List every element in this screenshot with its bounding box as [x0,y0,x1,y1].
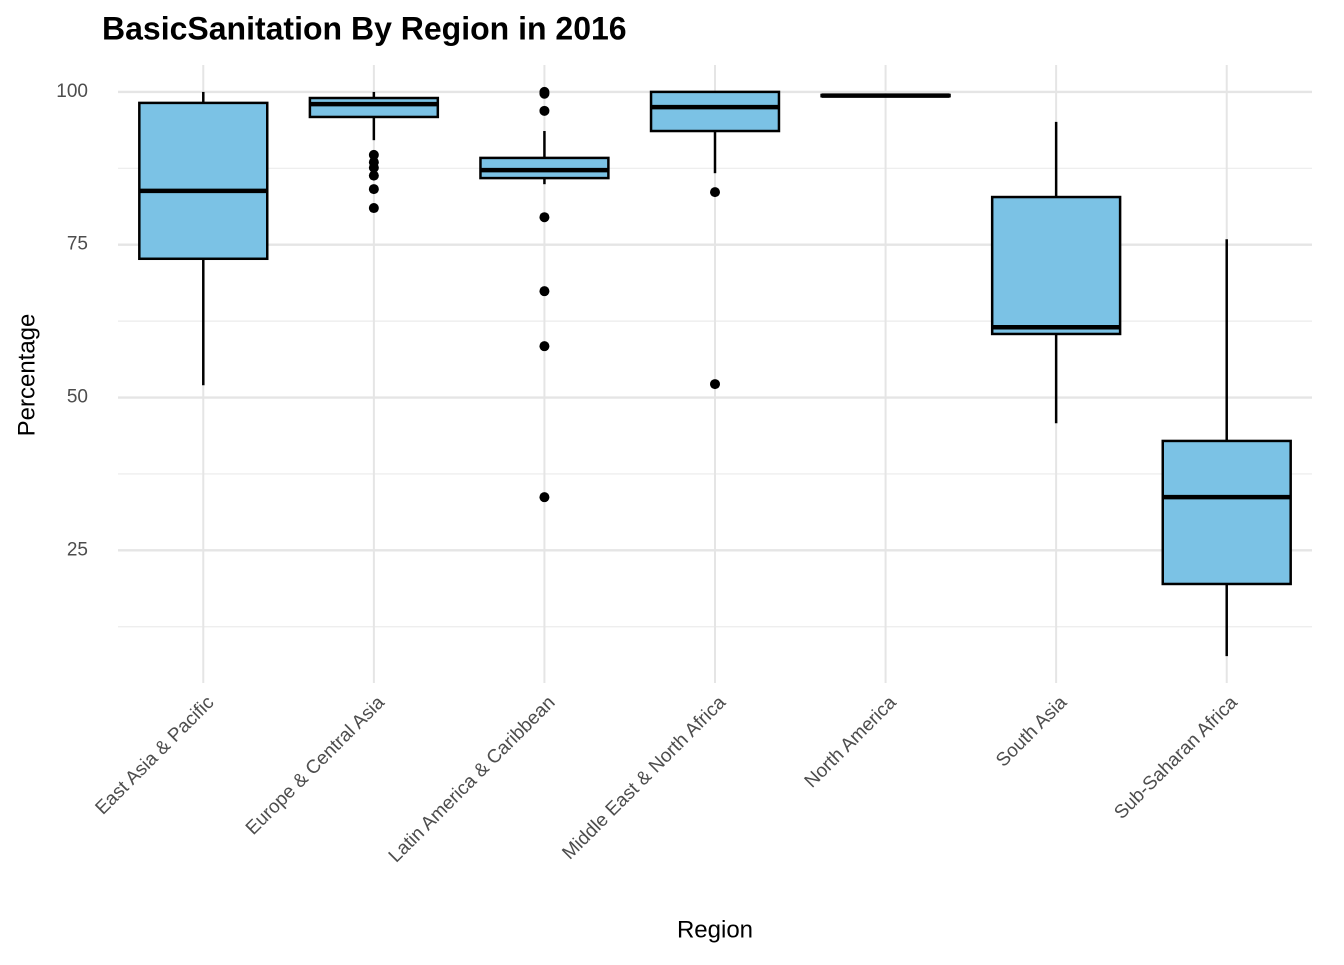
outlier [710,187,720,198]
outlier [710,379,720,390]
box [990,195,1122,336]
x-tick-label: South Asia [992,692,1071,771]
x-tick-label: North America [801,692,901,792]
x-axis-label: Region [677,916,753,943]
x-tick-label: Europe & Central Asia [242,692,389,839]
outlier [368,162,379,173]
outlier [539,286,550,297]
x-tick-label: Sub-Saharan Africa [1110,692,1242,824]
outlier [539,492,550,503]
outlier [368,203,379,214]
outlier [368,170,379,181]
chart-title: BasicSanitation By Region in 2016 [102,10,627,46]
outlier [368,184,379,195]
outlier [539,212,550,223]
y-tick-label: 50 [67,387,88,408]
x-tick-label: Latin America & Caribbean [385,692,560,867]
outlier [539,88,550,99]
y-tick-label: 100 [56,81,88,102]
box [308,96,440,119]
box [138,101,269,261]
x-tick-label: East Asia & Pacific [92,692,219,819]
outlier [539,341,550,352]
box [649,90,781,133]
y-axis-label: Percentage [13,314,40,437]
outlier [539,105,550,116]
outlier [368,149,379,160]
x-tick-label: Middle East & North Africa [558,692,730,864]
y-tick-label: 75 [67,234,88,255]
box [1161,439,1292,586]
y-tick-label: 25 [67,539,88,560]
